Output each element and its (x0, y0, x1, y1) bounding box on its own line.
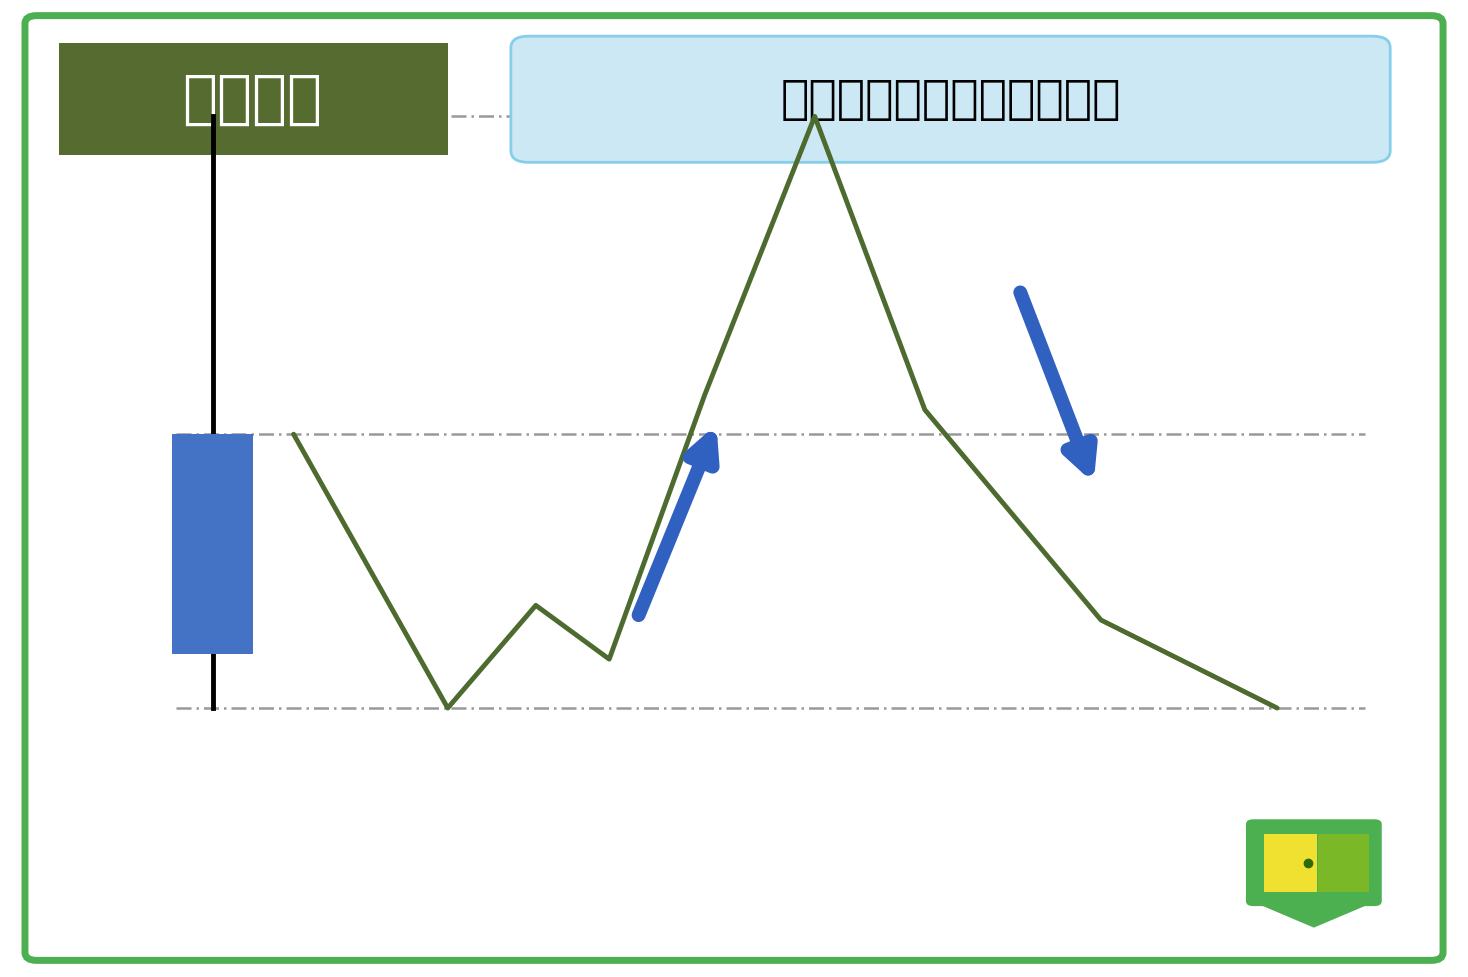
FancyBboxPatch shape (59, 44, 448, 156)
FancyBboxPatch shape (511, 37, 1390, 163)
Text: 上影陰線: 上影陰線 (182, 71, 323, 128)
FancyBboxPatch shape (25, 17, 1443, 960)
Bar (1264, 834, 1317, 893)
Bar (1318, 834, 1368, 893)
FancyBboxPatch shape (1246, 820, 1381, 907)
Polygon shape (1254, 901, 1374, 927)
Text: 一時的に大きく値を上げた: 一時的に大きく値を上げた (781, 78, 1122, 123)
Bar (172, 435, 252, 655)
